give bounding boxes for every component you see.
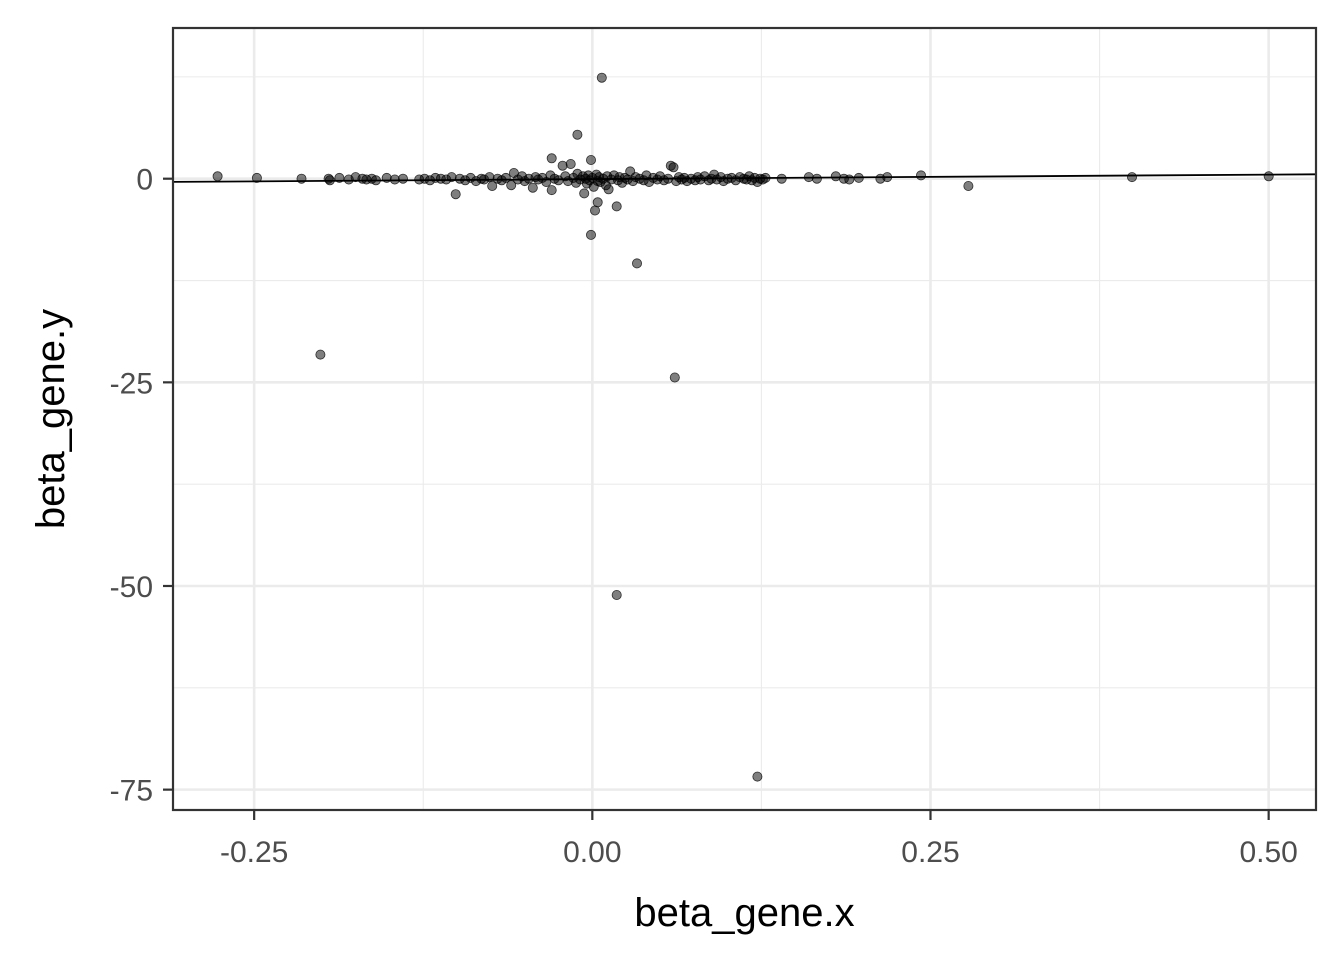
data-point [572, 129, 583, 140]
data-point [506, 180, 517, 191]
data-point [668, 162, 679, 173]
data-point [590, 205, 601, 216]
data-point [596, 72, 607, 83]
minor-grid [173, 28, 1316, 810]
data-point [916, 170, 927, 181]
y-tick-label: -50 [110, 571, 153, 604]
data-point [603, 184, 614, 195]
data-point [1127, 172, 1138, 183]
data-point [586, 229, 597, 240]
data-point [1263, 171, 1274, 182]
data-point [669, 372, 680, 383]
data-point [450, 189, 461, 200]
panel-background [173, 28, 1316, 810]
data-point [611, 201, 622, 212]
data-point [579, 188, 590, 199]
x-tick-label: 0.00 [563, 836, 621, 869]
x-tick-label: -0.25 [220, 836, 288, 869]
y-axis: 0 -25 -50 -75 [110, 164, 173, 808]
data-point [251, 172, 262, 183]
data-point [592, 197, 603, 208]
data-point [752, 771, 763, 782]
data-point [565, 158, 576, 169]
y-tick-label: -75 [110, 775, 153, 808]
data-point [632, 258, 643, 269]
data-point [487, 180, 498, 191]
data-point [586, 154, 597, 165]
data-point [557, 160, 568, 171]
y-axis-title: beta_gene.y [29, 309, 73, 529]
x-tick-label: 0.50 [1239, 836, 1297, 869]
data-point [527, 182, 538, 193]
data-point [611, 590, 622, 601]
data-point [397, 173, 408, 184]
x-axis: -0.25 0.00 0.25 0.50 [220, 810, 1298, 869]
regression-line [172, 173, 1317, 183]
data-point [963, 180, 974, 191]
data-point [811, 173, 822, 184]
data-point [315, 349, 326, 360]
data-point [212, 171, 223, 182]
data-point [844, 174, 855, 185]
y-tick-label: 0 [136, 164, 153, 197]
x-axis-title: beta_gene.x [634, 891, 854, 935]
data-point [546, 185, 557, 196]
x-tick-label: 0.25 [901, 836, 959, 869]
data-point [546, 153, 557, 164]
panel-border [171, 26, 1318, 812]
y-tick-label: -25 [110, 367, 153, 400]
